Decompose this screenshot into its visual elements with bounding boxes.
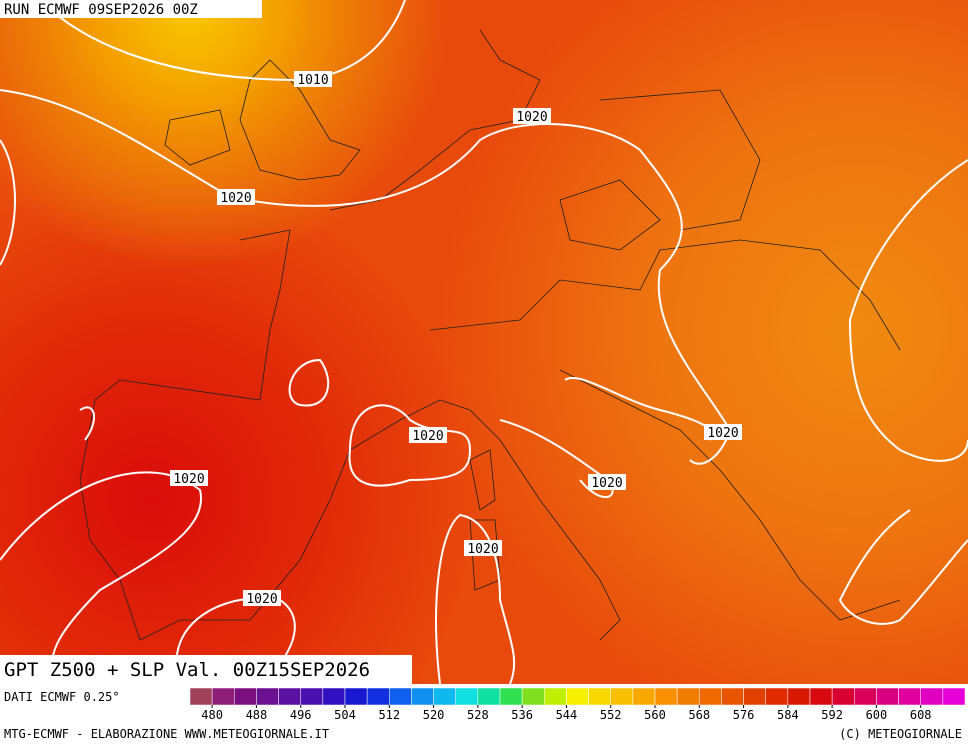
isobar-label-box	[588, 474, 626, 490]
credit: MTG-ECMWF - ELABORAZIONE WWW.METEOGIORNA…	[4, 727, 329, 741]
legend-swatch	[743, 687, 766, 706]
legend-swatch	[588, 687, 611, 706]
isobar-labels: 1010 1020 1020 1020 1020 1020 1020 1020 1020	[170, 71, 742, 607]
isobar-label: 1020	[516, 110, 547, 125]
isobar-label-box	[704, 424, 742, 440]
legend-tick-label: 560	[644, 708, 666, 722]
legend-swatch	[654, 687, 678, 706]
legend-tick-label: 600	[866, 708, 888, 722]
isobar-label: 1020	[412, 429, 443, 444]
legend-swatch	[433, 687, 456, 706]
isobar-label-box	[294, 71, 332, 87]
legend-swatch	[809, 687, 833, 706]
isobar-label-box	[170, 470, 208, 486]
legend-swatch	[942, 687, 966, 706]
isobar-label: 1020	[591, 476, 622, 491]
isobar-label-box	[243, 590, 281, 606]
legend-tick-label: 592	[821, 708, 843, 722]
legend-tick-label: 608	[910, 708, 932, 722]
legend-swatch	[787, 687, 811, 706]
legend-swatch	[234, 687, 257, 706]
legend-swatch	[322, 687, 346, 706]
legend-swatch	[566, 687, 589, 706]
legend-tick-label: 536	[511, 708, 533, 722]
isobar-label: 1010	[297, 73, 328, 88]
legend-swatch	[676, 687, 700, 706]
legend-swatch	[300, 687, 324, 706]
legend-tick-label: 528	[467, 708, 489, 722]
legend-swatch	[366, 687, 390, 706]
legend-tick-label: 584	[777, 708, 799, 722]
legend-swatch	[256, 687, 279, 706]
legend-tick-label: 488	[246, 708, 268, 722]
legend-swatch	[389, 687, 412, 706]
legend-swatch	[278, 687, 301, 706]
legend-swatch	[721, 687, 744, 706]
legend-swatch	[211, 687, 235, 706]
isobar-label: 1020	[707, 426, 738, 441]
run-label: RUN ECMWF 09SEP2026 00Z	[4, 2, 198, 18]
legend-tick-label: 480	[201, 708, 223, 722]
legend-swatch	[455, 687, 479, 706]
copyright: (C) METEOGIORNALE	[839, 727, 962, 741]
legend-swatch	[521, 687, 545, 706]
isobar-label: 1020	[467, 542, 498, 557]
legend-tick-label: 544	[556, 708, 578, 722]
legend-swatch	[477, 687, 501, 706]
legend-swatch	[854, 687, 877, 706]
legend-swatch	[831, 687, 855, 706]
legend-swatch	[876, 687, 899, 706]
legend-swatch	[699, 687, 722, 706]
legend-swatch	[344, 687, 368, 706]
isobar-label: 1020	[246, 592, 277, 607]
legend-swatch	[411, 687, 434, 706]
map-title: GPT Z500 + SLP Val. 00Z15SEP2026	[4, 659, 370, 681]
legend-tick-label: 496	[290, 708, 312, 722]
source-label: DATI ECMWF 0.25°	[4, 690, 120, 704]
isobar-label-box	[217, 189, 255, 205]
isobar-label-box	[464, 540, 502, 556]
color-legend: 480 488 496 504 512 520 528 536 544 552 560 568 576 5…	[189, 687, 966, 722]
legend-tick-label: 504	[334, 708, 356, 722]
isobar-label: 1020	[173, 472, 204, 487]
isobar-label: 1020	[220, 191, 251, 206]
legend-tick-label: 512	[378, 708, 400, 722]
map-area: 1010 1020 1020 1020 1020 1020 1020 1020 1020 RUN…	[0, 0, 968, 685]
legend-tick-label: 568	[688, 708, 710, 722]
isobar-label-box	[513, 108, 551, 124]
legend-tick-label: 576	[733, 708, 755, 722]
legend-swatch	[610, 687, 634, 706]
legend-swatch	[189, 687, 213, 706]
isobar-label-box	[409, 427, 447, 443]
title-box	[0, 655, 412, 684]
legend-tick-label: 552	[600, 708, 622, 722]
run-box	[0, 0, 262, 18]
legend-swatch	[499, 687, 523, 706]
legend-swatch	[765, 687, 789, 706]
legend-swatch	[632, 687, 656, 706]
legend-swatch	[920, 687, 944, 706]
legend-swatch	[898, 687, 921, 706]
legend-tick-label: 520	[423, 708, 445, 722]
legend-swatch	[544, 687, 567, 706]
